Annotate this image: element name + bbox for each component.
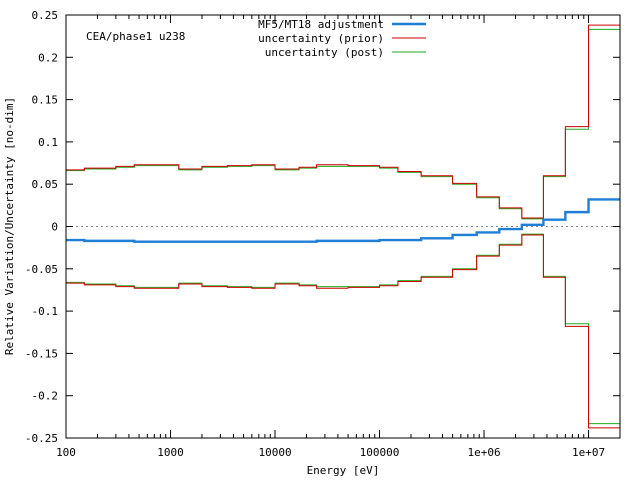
y-axis-label: Relative Variation/Uncertainty [no-dim]: [3, 97, 16, 355]
y-tick-label: 0: [51, 221, 58, 234]
y-tick-label: 0.2: [38, 51, 58, 64]
x-tick-label: 1e+07: [572, 446, 605, 459]
series-mf5-mt18-adjustment: [66, 198, 620, 243]
legend-label: uncertainty (post): [265, 46, 384, 59]
chart-annotation: CEA/phase1 u238: [86, 30, 185, 43]
x-tick-label: 100: [56, 446, 76, 459]
y-tick-label: -0.15: [25, 347, 58, 360]
series-layer: [66, 24, 620, 429]
y-tick-label: 0.1: [38, 136, 58, 149]
y-tick-label: -0.1: [32, 305, 59, 318]
x-tick-label: 1e+06: [467, 446, 500, 459]
y-tick-label: 0.05: [32, 178, 59, 191]
x-tick-label: 10000: [258, 446, 291, 459]
x-tick-label: 1000: [157, 446, 184, 459]
y-tick-label: 0.25: [32, 9, 59, 22]
ticks-layer: 0.25 0.2 0.15 0.1 0.05 0 -0.05 -0.1 -0.15 -0.2 -0.…: [25, 9, 621, 459]
x-axis-label: Energy [eV]: [307, 464, 380, 477]
y-tick-label: 0.15: [32, 94, 59, 107]
legend-label: uncertainty (prior): [258, 32, 384, 45]
y-tick-label: -0.05: [25, 263, 58, 276]
y-tick-label: -0.2: [32, 390, 59, 403]
legend-label: MF5/MT18 adjustment: [258, 18, 384, 31]
series-uncertainty-prior-upper: [66, 24, 620, 219]
series-uncertainty-prior-lower: [66, 234, 620, 429]
x-tick-label: 100000: [360, 446, 400, 459]
y-tick-label: -0.25: [25, 432, 58, 445]
